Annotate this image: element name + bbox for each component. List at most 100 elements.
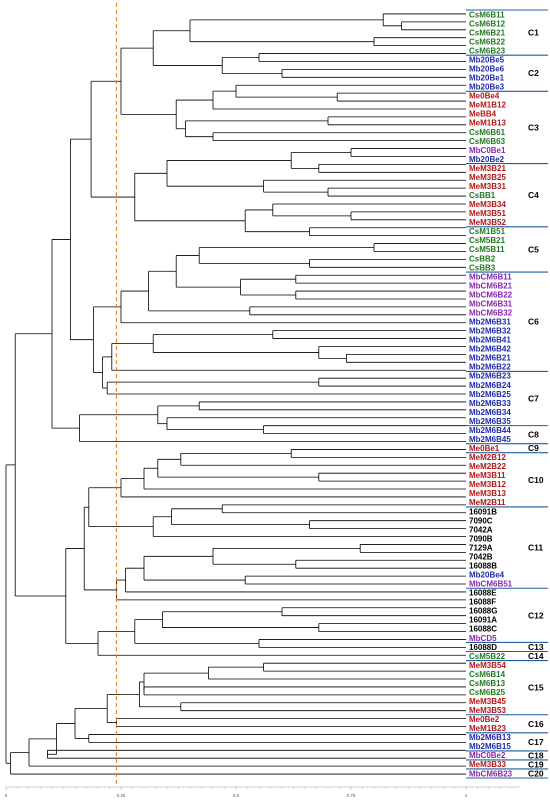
leaf-label: CsM5B11 <box>469 245 505 254</box>
leaf-labels: CsM6B11CsM6B12CsM6B21CsM6B22CsM6B23Mb20B… <box>469 10 513 778</box>
leaf-label: MbCM6B11 <box>469 272 512 281</box>
leaf-label: MeM3B54 <box>469 661 506 670</box>
leaf-label: MeM1B13 <box>469 119 506 128</box>
leaf-label: Mb2M6B35 <box>469 417 511 426</box>
leaf-label: MbCM6B31 <box>469 299 513 308</box>
cluster-label: C12 <box>528 610 544 620</box>
leaf-label: Mb20Be3 <box>469 83 505 92</box>
leaf-label: CsM6B61 <box>469 128 506 137</box>
leaf-label: 7090B <box>469 534 493 543</box>
leaf-label: Mb2M6B23 <box>469 372 511 381</box>
cluster-label: C17 <box>528 737 544 747</box>
cluster-label: C8 <box>528 430 539 440</box>
leaf-label: Mb2M6B33 <box>469 399 511 408</box>
leaf-label: 16088C <box>469 625 497 634</box>
cluster-label: C7 <box>528 394 539 404</box>
leaf-label: 7090C <box>469 516 493 525</box>
leaf-label: MeM3B11 <box>469 471 506 480</box>
leaf-label: Mb20Be4 <box>469 571 505 580</box>
leaf-label: Mb2M6B41 <box>469 336 511 345</box>
leaf-label: 16088F <box>469 598 496 607</box>
leaf-label: Mb2M6B25 <box>469 390 511 399</box>
leaf-label: Mb2M6B21 <box>469 354 511 363</box>
leaf-label: Me0Be2 <box>469 715 500 724</box>
leaf-label: 7129A <box>469 543 493 552</box>
leaf-label: MbCM6B21 <box>469 281 513 290</box>
cluster-label: C4 <box>528 190 539 200</box>
leaf-label: MeM3B33 <box>469 760 506 769</box>
leaf-label: MeM3B53 <box>469 706 506 715</box>
leaf-label: 7042B <box>469 552 493 561</box>
similarity-axis: 0 0.25 0.5 0.75 1 <box>5 786 520 798</box>
leaf-label: Mb2M6B34 <box>469 408 511 417</box>
cluster-label: C1 <box>528 28 539 38</box>
leaf-label: CsBB2 <box>469 254 496 263</box>
leaf-label: Mb20Be5 <box>469 55 505 64</box>
leaf-label: Mb2M6B22 <box>469 363 511 372</box>
leaf-label: Mb2M6B42 <box>469 345 511 354</box>
leaf-label: 16088G <box>469 607 497 616</box>
leaf-label: 16088B <box>469 561 497 570</box>
leaf-label: MeM3B51 <box>469 209 506 218</box>
leaf-label: Mb2M6B15 <box>469 742 511 751</box>
cluster-label: C2 <box>528 68 539 78</box>
leaf-label: CsM6B14 <box>469 670 506 679</box>
leaf-label: Mb2M6B31 <box>469 318 511 327</box>
leaf-label: Mb20Be2 <box>469 155 505 164</box>
cluster-separators <box>466 9 548 779</box>
leaf-label: MeM2B12 <box>469 453 506 462</box>
cluster-label: C16 <box>528 719 544 729</box>
leaf-label: MbCM6B51 <box>469 580 513 589</box>
leaf-label: MeM3B52 <box>469 218 506 227</box>
cluster-label: C10 <box>528 475 544 485</box>
cluster-label: C5 <box>528 244 539 254</box>
cluster-label: C20 <box>528 768 544 778</box>
leaf-label: 7042A <box>469 525 493 534</box>
leaf-label: MeM3B12 <box>469 480 506 489</box>
leaf-label: CsM6B25 <box>469 688 506 697</box>
leaf-label: 16088D <box>469 643 497 652</box>
leaf-label: MbCM6B22 <box>469 290 513 299</box>
leaf-label: CsM5B22 <box>469 652 506 661</box>
axis-tick-label: 0 <box>5 793 8 798</box>
axis-tick-label: 1 <box>465 793 468 798</box>
cluster-label: C9 <box>528 443 539 453</box>
leaf-label: CsM6B21 <box>469 28 506 37</box>
leaf-label: CsBB1 <box>469 191 496 200</box>
leaf-label: MbC0Be1 <box>469 146 506 155</box>
leaf-label: Mb2M6B24 <box>469 381 511 390</box>
cluster-label: C19 <box>528 759 544 769</box>
leaf-label: Me0Be4 <box>469 92 500 101</box>
leaf-label: CsM6B63 <box>469 137 506 146</box>
cluster-label: C18 <box>528 750 544 760</box>
leaf-label: CsM6B23 <box>469 46 506 55</box>
leaf-label: MeM2B11 <box>469 498 506 507</box>
cluster-label: C13 <box>528 642 544 652</box>
leaf-label: CsM6B12 <box>469 19 506 28</box>
leaf-label: Mb2M6B44 <box>469 426 511 435</box>
cluster-label: C11 <box>528 543 543 553</box>
leaf-label: 16088E <box>469 589 497 598</box>
leaf-label: MeBB4 <box>469 110 497 119</box>
cluster-label: C6 <box>528 317 539 327</box>
leaf-label: CsBB3 <box>469 263 496 272</box>
cluster-label: C15 <box>528 683 544 693</box>
axis-tick-label: 0.75 <box>347 793 356 798</box>
leaf-label: CsM6B13 <box>469 679 506 688</box>
leaf-label: MbCM6B23 <box>469 769 513 778</box>
leaf-label: Mb2M6B13 <box>469 733 511 742</box>
leaf-label: MeM3B21 <box>469 164 506 173</box>
leaf-label: MeM3B25 <box>469 173 506 182</box>
leaf-label: 16091B <box>469 507 497 516</box>
leaf-label: MeM3B31 <box>469 182 506 191</box>
leaf-label: CsM6B22 <box>469 37 506 46</box>
leaf-label: MeM1B23 <box>469 724 506 733</box>
leaf-label: MeM3B45 <box>469 697 506 706</box>
leaf-label: Mb20Be6 <box>469 65 505 74</box>
leaf-label: Mb2M6B32 <box>469 327 511 336</box>
leaf-label: MbCD5 <box>469 634 497 643</box>
leaf-label: MbCM6B32 <box>469 308 513 317</box>
cluster-label: C3 <box>528 122 539 132</box>
leaf-label: MbC0Be2 <box>469 751 506 760</box>
